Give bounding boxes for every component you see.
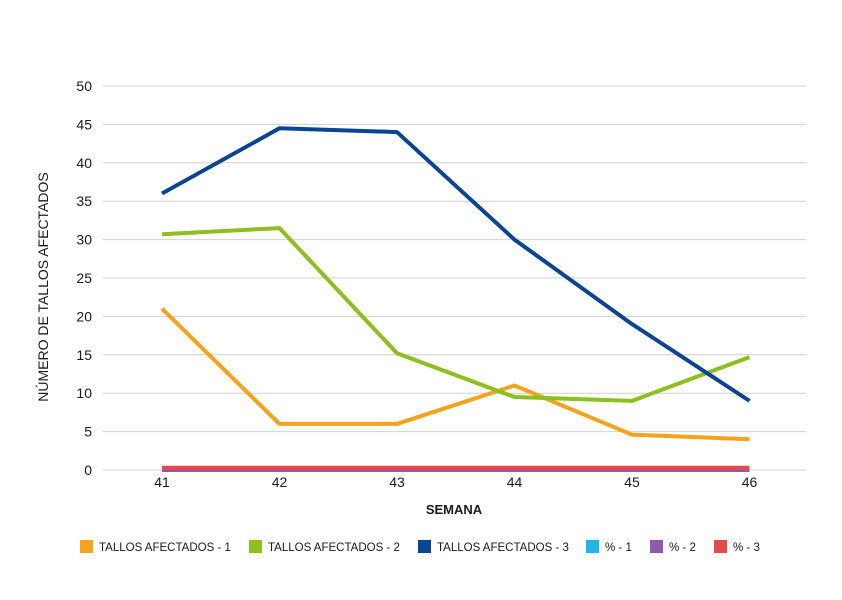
series-line-1 <box>160 307 750 442</box>
legend-item: TALLOS AFECTADOS - 3 <box>418 540 569 554</box>
legend-item: TALLOS AFECTADOS - 2 <box>249 540 400 554</box>
legend-swatch <box>418 540 431 553</box>
legend-label: TALLOS AFECTADOS - 3 <box>437 542 569 554</box>
y-axis-ticks: 0 5 10 15 20 25 30 35 40 45 50 <box>76 78 92 478</box>
x-tick-label: 45 <box>624 474 640 490</box>
x-tick-label: 46 <box>742 474 758 490</box>
legend-swatch <box>650 540 663 553</box>
series-line-2 <box>161 226 751 403</box>
x-tick-label: 42 <box>272 474 288 490</box>
x-tick-label: 44 <box>507 474 523 490</box>
legend-item: % - 3 <box>714 540 760 554</box>
series-lines <box>160 126 751 472</box>
legend-label: TALLOS AFECTADOS - 1 <box>99 542 231 554</box>
legend-swatch <box>80 540 93 553</box>
y-tick-label: 0 <box>84 462 92 478</box>
y-tick-label: 40 <box>76 155 92 171</box>
legend-label: TALLOS AFECTADOS - 2 <box>268 542 400 554</box>
legend-swatch <box>249 540 262 553</box>
legend-label: % - 3 <box>733 542 760 554</box>
x-axis-ticks: 41 42 43 44 45 46 <box>154 474 757 490</box>
y-tick-label: 20 <box>76 308 92 324</box>
legend-item: TALLOS AFECTADOS - 1 <box>80 540 231 554</box>
y-tick-label: 45 <box>76 116 92 132</box>
legend-swatch <box>586 540 599 553</box>
legend-swatch <box>714 540 727 553</box>
y-tick-label: 30 <box>76 232 92 248</box>
y-tick-label: 35 <box>76 193 92 209</box>
legend-item: % - 1 <box>586 540 632 554</box>
legend-label: % - 2 <box>669 542 696 554</box>
y-tick-label: 15 <box>76 347 92 363</box>
y-axis-label: NÚMERO DE TALLOS AFECTADOS <box>35 172 51 402</box>
x-tick-label: 43 <box>389 474 405 490</box>
y-tick-label: 25 <box>76 270 92 286</box>
y-tick-label: 10 <box>76 385 92 401</box>
y-tick-label: 5 <box>84 424 92 440</box>
x-axis-label: SEMANA <box>426 502 483 517</box>
x-tick-label: 41 <box>154 474 170 490</box>
legend-item: % - 2 <box>650 540 696 554</box>
legend: TALLOS AFECTADOS - 1 TALLOS AFECTADOS - 2… <box>80 540 760 554</box>
series-line-3 <box>161 126 751 403</box>
legend-label: % - 1 <box>605 542 632 554</box>
y-tick-label: 50 <box>76 78 92 94</box>
gridlines <box>103 85 806 471</box>
